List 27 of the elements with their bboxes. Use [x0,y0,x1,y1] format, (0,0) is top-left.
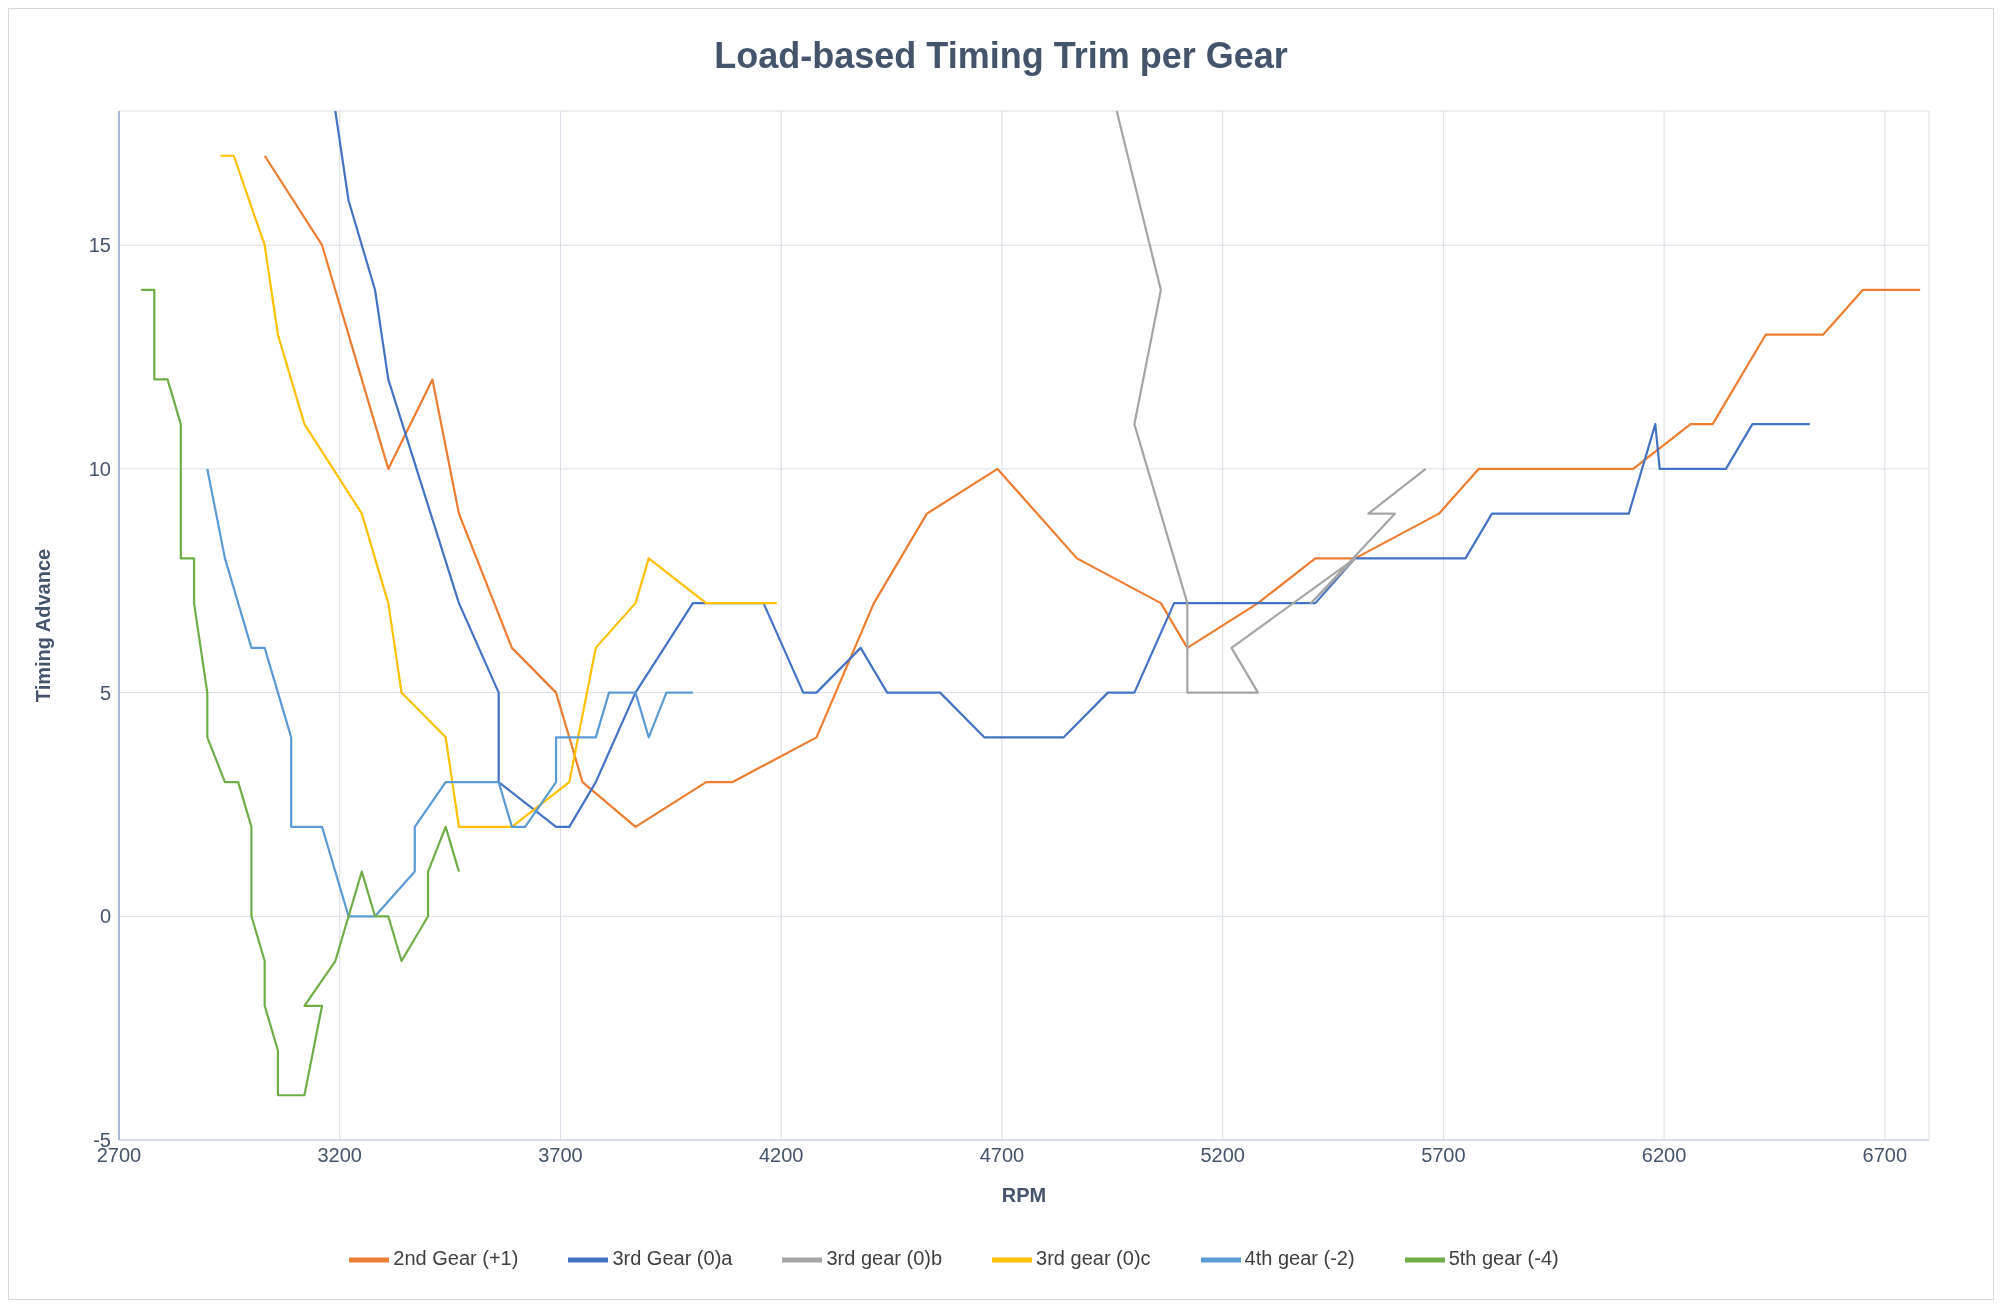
y-tick-label: 5 [99,681,111,704]
x-tick-label: 3700 [538,1144,583,1167]
line-series [334,111,1811,828]
line-series [206,467,694,918]
legend-label: 3rd gear (0)b [826,1247,943,1270]
x-axis-title: RPM [1001,1184,1047,1206]
x-tick-label: 5700 [1421,1144,1466,1167]
legend-label: 3rd gear (0)c [1036,1247,1151,1270]
chart-title: Load-based Timing Trim per Gear [713,34,1289,78]
legend-label: 5th gear (-4) [1448,1247,1559,1270]
line-series [1115,111,1427,694]
x-tick-label: 3200 [317,1144,362,1167]
x-tick-label: 6200 [1641,1144,1687,1167]
y-tick-label: 0 [99,905,111,928]
legend-label: 4th gear (-2) [1244,1247,1355,1270]
x-tick-label: 6700 [1862,1144,1908,1167]
y-tick-label: 15 [88,234,111,257]
legend-label: 3rd Gear (0)a [612,1247,733,1270]
line-series [219,154,778,828]
x-tick-label: 4200 [758,1144,804,1167]
y-tick-label: 10 [88,458,111,481]
line-series [139,288,461,1097]
legend-label: 2nd Gear (+1) [393,1247,519,1270]
line-series [263,154,1922,828]
x-tick-label: 4700 [979,1144,1025,1167]
y-axis-title: Timing Advance [32,548,55,703]
x-tick-label: 5200 [1200,1144,1245,1167]
